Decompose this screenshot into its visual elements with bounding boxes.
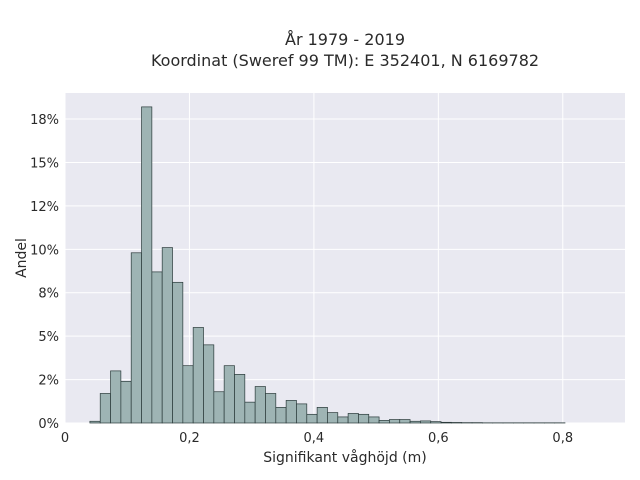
histogram-bar bbox=[440, 421, 452, 424]
y-axis-label: Andel bbox=[14, 238, 30, 278]
y-tick-label: 10% bbox=[30, 243, 59, 258]
histogram-bar bbox=[285, 400, 297, 424]
chart-title-line1: År 1979 - 2019 bbox=[285, 30, 405, 49]
histogram-bar bbox=[327, 412, 339, 424]
x-tick-label: 0,6 bbox=[428, 431, 449, 446]
histogram-bar bbox=[172, 281, 184, 424]
histogram-bar bbox=[378, 420, 390, 424]
histogram-bar bbox=[130, 252, 142, 424]
y-tick-label: 18% bbox=[30, 113, 59, 128]
histogram-bar bbox=[399, 419, 411, 424]
histogram-bar bbox=[389, 419, 401, 424]
histogram-bar bbox=[409, 420, 421, 424]
histogram-bar bbox=[451, 422, 463, 424]
x-tick-label: 0,4 bbox=[304, 431, 325, 446]
histogram-bar bbox=[420, 420, 432, 424]
x-tick-label: 0 bbox=[61, 431, 69, 446]
x-tick-label: 0,2 bbox=[179, 431, 200, 446]
histogram-bar bbox=[89, 420, 101, 424]
y-tick-label: 15% bbox=[30, 156, 59, 171]
histogram-bar bbox=[213, 391, 225, 424]
histogram-bar bbox=[223, 365, 235, 424]
y-tick-label: 0% bbox=[38, 417, 59, 432]
histogram-bar bbox=[265, 393, 277, 424]
histogram-bar bbox=[368, 416, 380, 424]
histogram-bar bbox=[151, 271, 163, 424]
histogram-bar bbox=[192, 327, 204, 424]
histogram-bar bbox=[161, 247, 173, 424]
histogram-bar bbox=[234, 374, 246, 424]
histogram-bar bbox=[110, 370, 122, 424]
histogram-bar bbox=[182, 365, 194, 424]
x-axis-label: Signifikant våghöjd (m) bbox=[263, 449, 426, 466]
y-tick-label: 2% bbox=[38, 374, 59, 389]
histogram-bar bbox=[203, 344, 215, 424]
tick-labels: 0 0,2 0,4 0,6 0,8 0% 2% 5% 8% 10% 12% 15% 18% bbox=[30, 113, 573, 446]
histogram-bar bbox=[337, 416, 349, 424]
histogram-bar bbox=[430, 421, 442, 424]
histogram-bar bbox=[275, 407, 287, 424]
histogram-bar bbox=[254, 386, 266, 424]
histogram-bar bbox=[244, 401, 256, 424]
y-tick-label: 5% bbox=[38, 330, 59, 345]
histogram-bar bbox=[306, 413, 318, 424]
y-tick-label: 12% bbox=[30, 200, 59, 215]
histogram-bar bbox=[347, 413, 359, 424]
bars bbox=[89, 106, 566, 424]
histogram-bar bbox=[120, 380, 132, 424]
histogram-bar bbox=[99, 393, 111, 424]
y-tick-label: 8% bbox=[38, 287, 59, 302]
histogram-bar bbox=[296, 403, 308, 424]
chart-title-line2: Koordinat (Sweref 99 TM): E 352401, N 61… bbox=[151, 51, 539, 70]
histogram-bar bbox=[316, 407, 328, 424]
histogram-bar bbox=[141, 106, 153, 424]
x-tick-label: 0,8 bbox=[552, 431, 573, 446]
histogram-bar bbox=[358, 413, 370, 424]
